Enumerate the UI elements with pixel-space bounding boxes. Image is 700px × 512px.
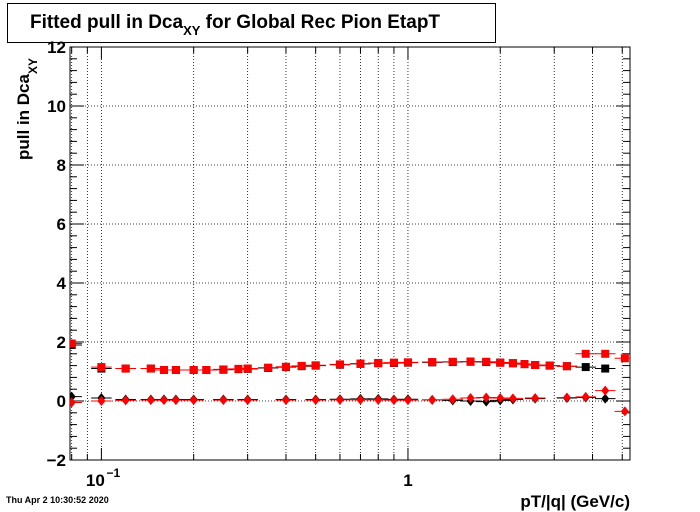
x-tick-label: 10 — [86, 471, 105, 490]
y-tick-label: 0 — [57, 392, 66, 411]
title-prefix: Fitted pull in Dca — [30, 12, 184, 33]
data-point — [189, 366, 198, 375]
data-point — [146, 364, 155, 373]
y-tick-label: −2 — [47, 451, 66, 470]
data-point — [171, 395, 180, 406]
data-point — [97, 396, 106, 406]
data-point — [466, 357, 475, 366]
data-point — [374, 394, 383, 405]
data-point — [562, 362, 571, 371]
data-point — [545, 361, 554, 370]
data-point — [219, 365, 228, 374]
series-2 — [70, 339, 630, 375]
data-point — [281, 362, 290, 371]
data-point — [428, 358, 437, 367]
data-point — [482, 357, 491, 366]
data-point — [581, 363, 590, 372]
y-tick-label: 12 — [47, 38, 66, 57]
data-point — [356, 394, 365, 405]
y-tick-label: 4 — [57, 274, 67, 293]
data-point — [297, 361, 306, 370]
data-point — [389, 358, 398, 367]
data-point — [562, 392, 571, 403]
plot-frame-bg — [70, 47, 630, 460]
data-point — [159, 366, 168, 375]
data-point — [335, 360, 344, 369]
data-point — [403, 358, 412, 367]
data-point — [311, 361, 320, 370]
tick-marks — [70, 46, 630, 461]
data-point — [171, 366, 180, 375]
data-point — [70, 339, 76, 348]
chart-title: Fitted pull in DcaXY for Global Rec Pion… — [7, 3, 496, 43]
data-point — [403, 395, 412, 406]
data-point — [496, 393, 505, 404]
y-tick-label: 6 — [57, 215, 66, 234]
data-point — [356, 359, 365, 368]
data-point — [121, 364, 130, 373]
data-point — [70, 397, 76, 408]
data-point — [264, 363, 273, 372]
data-point — [466, 393, 475, 404]
title-suffix: for Global Rec Pion EtapT — [200, 12, 441, 33]
x-tick-exponent: −1 — [107, 466, 121, 480]
y-tick-label: 2 — [57, 333, 66, 352]
data-point — [121, 395, 130, 406]
data-point — [335, 394, 344, 405]
data-point — [389, 395, 398, 406]
data-point — [97, 363, 106, 372]
data-point — [496, 358, 505, 367]
data-point — [520, 360, 529, 369]
data-point — [620, 406, 629, 417]
y-axis-label-main: pull in Dca — [14, 74, 33, 161]
y-tick-label: 8 — [57, 156, 66, 175]
data-point — [159, 395, 168, 406]
timestamp: Thu Apr 2 10:30:52 2020 — [6, 495, 109, 505]
y-axis-label-sub: XY — [26, 58, 40, 74]
data-point — [601, 364, 610, 373]
data-point — [531, 361, 540, 370]
data-point — [601, 393, 610, 404]
data-point — [374, 358, 383, 367]
data-point — [243, 364, 252, 373]
y-tick-label: 10 — [47, 97, 66, 116]
data-point — [601, 385, 610, 396]
x-tick-label: 1 — [403, 471, 412, 490]
data-point — [281, 395, 290, 406]
title-subscript: XY — [183, 23, 201, 38]
data-point — [146, 395, 155, 406]
data-point — [581, 349, 590, 358]
x-axis-label: pT/|q| (GeV/c) — [520, 492, 630, 511]
data-point — [620, 354, 629, 363]
data-point — [448, 394, 457, 405]
data-point — [508, 359, 517, 368]
data-point — [189, 395, 198, 406]
data-point — [428, 394, 437, 405]
data-point — [581, 391, 590, 402]
y-axis-label: pull in DcaXY — [14, 58, 40, 160]
data-point — [219, 395, 228, 406]
data-point — [311, 395, 320, 406]
series-3 — [70, 385, 630, 417]
plot-frame — [69, 46, 631, 461]
data-point — [482, 392, 491, 403]
data-point — [202, 366, 211, 375]
data-point — [448, 357, 457, 366]
data-point — [601, 349, 610, 358]
data-point — [531, 393, 540, 404]
data-point — [508, 393, 517, 404]
data-point — [243, 395, 252, 406]
